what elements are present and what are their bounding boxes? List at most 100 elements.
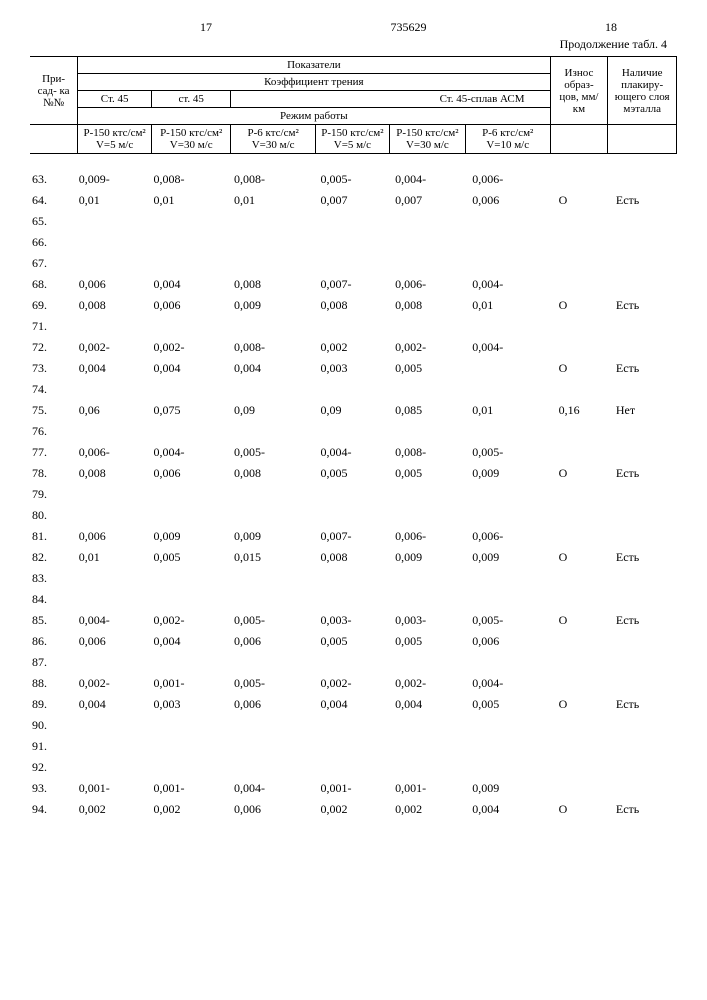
table-cell [232,505,318,526]
table-cell [151,568,232,589]
table-cell [151,652,232,673]
table-cell: Есть [614,547,677,568]
table-cell: 0,005 [151,547,232,568]
table-cell [77,505,152,526]
table-cell [470,232,556,253]
table-cell [393,736,470,757]
table-row: 85.0,004-0,002-0,005-0,003-0,003-0,005-О… [30,610,677,631]
table-cell: 0,008- [232,337,318,358]
table-cell: 0,004 [77,694,152,715]
table-cell [470,652,556,673]
table-cell: 0,006- [470,169,556,190]
table-cell: 0,006- [77,442,152,463]
table-cell: О [557,190,614,211]
table-cell: 0,004- [232,778,318,799]
table-cell [557,757,614,778]
data-table: 63.0,009-0,008-0,008-0,005-0,004-0,006-6… [30,169,677,820]
table-cell: 0,004- [470,673,556,694]
table-cell [77,736,152,757]
table-cell: 0,006 [151,463,232,484]
table-cell: 0,005 [470,694,556,715]
table-cell: 0,006 [77,526,152,547]
table-cell [77,316,152,337]
table-cell: 0,004- [151,442,232,463]
table-cell [232,211,318,232]
table-cell [151,484,232,505]
table-cell: 0,004 [232,358,318,379]
table-cell [614,757,677,778]
table-cell: 0,09 [318,400,393,421]
col-additive: При- сад- ка №№ [30,57,78,125]
table-cell [318,568,393,589]
table-cell [557,568,614,589]
table-cell: 0,005 [393,358,470,379]
table-cell [557,169,614,190]
table-cell [232,715,318,736]
table-cell: 0,075 [151,400,232,421]
table-cell: 76. [30,421,77,442]
table-cell: 0,002 [151,799,232,820]
table-cell: 0,006- [393,526,470,547]
table-cell: 0,009 [151,526,232,547]
table-cell: 84. [30,589,77,610]
table-row: 73.0,0040,0040,0040,0030,005ОЕсть [30,358,677,379]
table-cell: 0,007 [393,190,470,211]
table-cell: 80. [30,505,77,526]
table-cell: 0,007 [318,190,393,211]
table-cell [470,211,556,232]
table-cell [557,274,614,295]
table-cell [470,484,556,505]
table-cell [318,757,393,778]
table-cell [318,484,393,505]
table-cell: О [557,694,614,715]
table-cell: 0,008 [393,295,470,316]
table-cell [614,232,677,253]
table-cell: 0,001- [318,778,393,799]
table-cell [232,316,318,337]
table-cell [318,211,393,232]
table-cell: 0,008- [151,169,232,190]
table-cell: 0,008 [77,295,152,316]
table-cell: 0,004- [318,442,393,463]
table-cell: 0,015 [232,547,318,568]
table-cell [470,736,556,757]
table-cell: 88. [30,673,77,694]
table-row: 66. [30,232,677,253]
table-cell: 87. [30,652,77,673]
table-cell [77,211,152,232]
table-cell: 0,004 [318,694,393,715]
table-cell: 0,008- [232,169,318,190]
table-row: 83. [30,568,677,589]
table-cell [151,379,232,400]
table-cell: 0,005- [232,673,318,694]
table-cell: 0,005- [318,169,393,190]
table-cell [393,253,470,274]
table-cell: 72. [30,337,77,358]
table-cell: 0,009 [470,778,556,799]
table-cell [77,715,152,736]
table-cell: 0,004 [470,799,556,820]
table-cell: О [557,799,614,820]
table-cell: 0,005- [470,610,556,631]
table-cell: 0,006 [77,631,152,652]
table-cell [77,232,152,253]
table-cell: 0,002- [77,337,152,358]
table-cell: 0,002 [318,799,393,820]
table-cell [614,589,677,610]
table-cell [614,673,677,694]
table-row: 75.0,060,0750,090,090,0850,010,16Нет [30,400,677,421]
table-cell [393,484,470,505]
table-cell [557,442,614,463]
page-right: 18 [605,20,617,35]
table-cell [557,253,614,274]
table-cell [318,736,393,757]
table-cell: 0,005 [318,463,393,484]
table-row: 69.0,0080,0060,0090,0080,0080,01ОЕсть [30,295,677,316]
table-cell: 74. [30,379,77,400]
table-cell [470,379,556,400]
table-cell [232,232,318,253]
table-row: 94.0,0020,0020,0060,0020,0020,004ОЕсть [30,799,677,820]
table-cell: 0,005- [232,442,318,463]
table-cell [557,736,614,757]
table-cell [77,568,152,589]
